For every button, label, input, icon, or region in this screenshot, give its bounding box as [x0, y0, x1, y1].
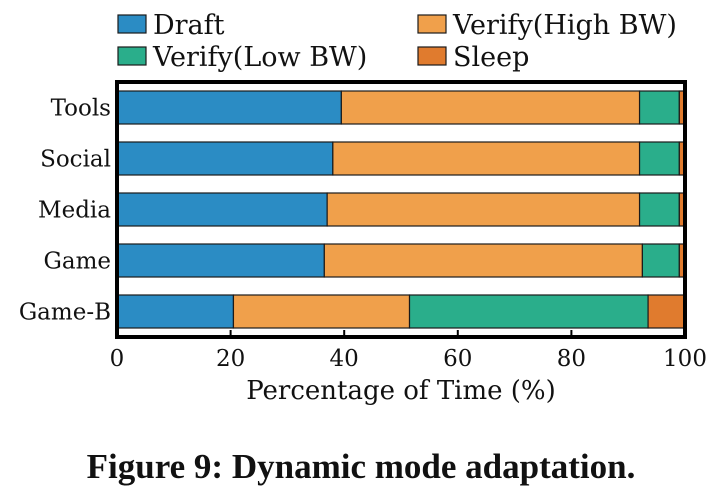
plot-area-frame — [115, 80, 687, 339]
bar-game-draft — [116, 243, 325, 278]
bar-media-draft — [116, 192, 328, 227]
bar-media-verify-high-bw — [326, 192, 641, 227]
chart-legend: Draft Verify(High BW) Verify(Low BW) Sleep — [117, 10, 677, 73]
y-tick-labels: Tools Social Media Game Game-B — [19, 96, 111, 326]
x-tick-label-20: 20 — [216, 346, 245, 372]
y-tick-label-game: Game — [43, 249, 111, 275]
legend-swatch-draft — [117, 14, 147, 34]
bar-game-b-sleep — [647, 294, 686, 329]
legend-label-verify-low-bw: Verify(Low BW) — [152, 42, 367, 73]
bars-group — [116, 90, 686, 329]
bar-tools-draft — [116, 90, 342, 125]
x-tick-label-60: 60 — [443, 346, 472, 372]
bar-game-verify-high-bw — [323, 243, 643, 278]
bar-game-verify-low-bw — [641, 243, 680, 278]
bar-social-verify-low-bw — [638, 141, 680, 176]
legend-swatch-verify-low-bw — [117, 46, 147, 66]
bar-game-b-draft — [116, 294, 235, 329]
x-tick-label-100: 100 — [663, 346, 707, 372]
legend-label-verify-high-bw: Verify(High BW) — [452, 10, 677, 41]
bar-tools-verify-low-bw — [638, 90, 680, 125]
x-tick-label-40: 40 — [330, 346, 359, 372]
figure-caption: Figure 9: Dynamic mode adaptation. — [86, 447, 636, 486]
bar-game-b-verify-low-bw — [408, 294, 649, 329]
legend-label-draft: Draft — [153, 10, 225, 41]
bar-game-b-verify-high-bw — [232, 294, 411, 329]
x-axis-label: Percentage of Time (%) — [246, 376, 556, 406]
legend-swatch-verify-high-bw — [417, 14, 447, 34]
bar-social-verify-high-bw — [332, 141, 641, 176]
legend-label-sleep: Sleep — [453, 42, 529, 73]
x-tick-label-80: 80 — [557, 346, 586, 372]
bar-media-verify-low-bw — [638, 192, 680, 227]
y-tick-label-social: Social — [40, 147, 111, 173]
bar-social-draft — [116, 141, 334, 176]
y-tick-label-media: Media — [38, 198, 111, 224]
bar-tools-verify-high-bw — [340, 90, 641, 125]
y-tick-label-tools: Tools — [51, 96, 111, 122]
y-tick-label-game-b: Game-B — [19, 300, 111, 326]
x-tick-label-0: 0 — [110, 346, 125, 372]
legend-swatch-sleep — [417, 46, 447, 66]
x-ticks: 0 20 40 60 80 100 — [110, 330, 707, 372]
